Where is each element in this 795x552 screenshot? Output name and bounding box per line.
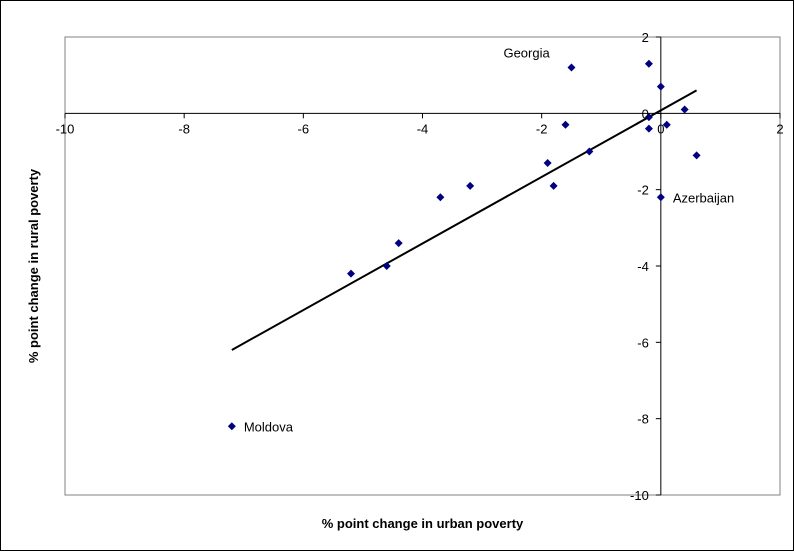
data-point-marker [656, 193, 665, 202]
x-axis-title: % point change in urban poverty [322, 516, 524, 531]
trendline [231, 89, 698, 351]
x-tick-label: -10 [56, 121, 75, 136]
data-point-marker [680, 105, 689, 114]
x-tick-label: -4 [417, 121, 429, 136]
data-point-marker [382, 262, 391, 270]
data-points [227, 59, 701, 431]
annotations: Georgia Azerbaijan Moldova [244, 46, 734, 435]
data-point-marker [549, 181, 558, 190]
annotation-moldova: Moldova [244, 419, 294, 434]
y-tick-label: 0 [642, 106, 649, 121]
data-point-marker [644, 124, 653, 133]
y-tick-label: 2 [642, 30, 649, 45]
x-tick-label: 0 [657, 121, 664, 136]
data-point-marker [436, 193, 445, 202]
data-point-marker [543, 158, 552, 167]
data-point-marker [644, 113, 653, 122]
y-axis-title: % point change in rural poverty [26, 168, 41, 363]
data-point-marker [227, 422, 236, 431]
data-point-marker [692, 151, 701, 160]
axes [64, 36, 781, 496]
annotation-georgia: Georgia [503, 46, 550, 61]
y-tick-label: -10 [630, 488, 649, 503]
data-point-marker [656, 82, 665, 91]
data-point-marker [347, 269, 355, 278]
tick-labels: -10 -8 -6 -4 -2 0 2 -10 -8 -6 -4 -2 0 2 [56, 30, 784, 503]
x-tick-label: -6 [298, 121, 310, 136]
y-tick-label: -4 [637, 259, 649, 274]
data-point-marker [394, 239, 403, 248]
data-point-marker [567, 63, 576, 72]
y-tick-label: -6 [637, 335, 649, 350]
trendline-group [231, 89, 698, 351]
x-tick-label: -8 [178, 121, 190, 136]
data-point-marker [561, 120, 570, 129]
data-point-marker [585, 147, 594, 156]
data-point-marker [662, 120, 671, 129]
annotation-azerbaijan: Azerbaijan [673, 190, 734, 205]
y-tick-label: -2 [637, 183, 649, 198]
x-tick-label: 2 [776, 121, 783, 136]
y-tick-label: -8 [637, 412, 649, 427]
data-point-marker [644, 59, 653, 68]
plot-area [64, 36, 781, 496]
data-point-marker [466, 181, 475, 190]
x-tick-label: -2 [536, 121, 548, 136]
